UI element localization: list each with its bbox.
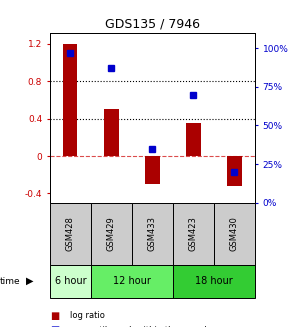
Text: GSM428: GSM428 [66, 216, 75, 251]
Bar [227, 156, 242, 186]
Bar [173, 265, 255, 298]
Text: GSM433: GSM433 [148, 216, 157, 251]
Bar [145, 156, 160, 184]
Bar [50, 203, 91, 265]
Bar [186, 123, 200, 156]
Title: GDS135 / 7946: GDS135 / 7946 [105, 17, 200, 30]
Bar [63, 44, 77, 156]
Text: ■: ■ [50, 311, 59, 320]
Text: ▶: ▶ [26, 276, 34, 286]
Bar [50, 265, 91, 298]
Text: GSM429: GSM429 [107, 216, 116, 251]
Text: GSM423: GSM423 [189, 216, 198, 251]
Text: log ratio: log ratio [70, 311, 105, 320]
Text: ■: ■ [50, 325, 59, 327]
Text: GSM430: GSM430 [230, 216, 239, 251]
Text: 12 hour: 12 hour [113, 276, 151, 286]
Text: time: time [0, 277, 21, 286]
Bar [91, 265, 173, 298]
Bar [173, 203, 214, 265]
Text: 6 hour: 6 hour [54, 276, 86, 286]
Bar [214, 203, 255, 265]
Text: 18 hour: 18 hour [195, 276, 233, 286]
Bar [132, 203, 173, 265]
Text: percentile rank within the sample: percentile rank within the sample [70, 326, 212, 327]
Bar [104, 109, 119, 156]
Bar [91, 203, 132, 265]
